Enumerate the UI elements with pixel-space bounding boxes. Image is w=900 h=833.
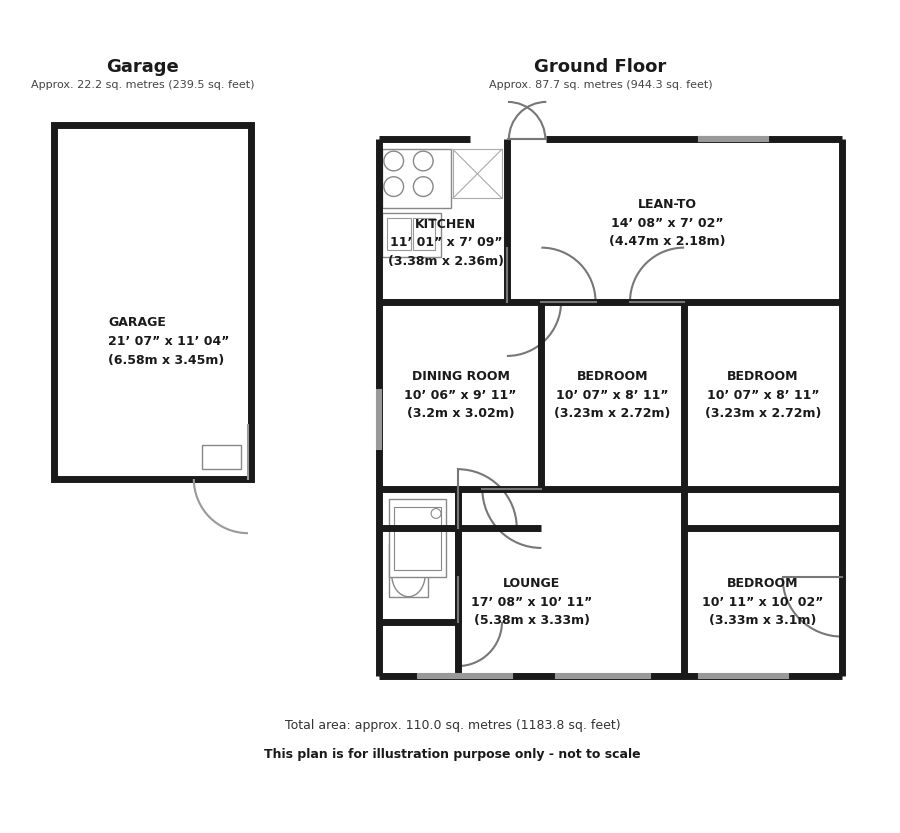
Bar <box>556 672 650 680</box>
Text: Approx. 87.7 sq. metres (944.3 sq. feet): Approx. 87.7 sq. metres (944.3 sq. feet) <box>489 80 712 90</box>
Bar <box>699 136 768 143</box>
Text: BEDROOM
10’ 11” x 10’ 02”
(3.33m x 3.1m): BEDROOM 10’ 11” x 10’ 02” (3.33m x 3.1m) <box>702 577 824 627</box>
Text: Garage: Garage <box>106 58 179 77</box>
Text: GARAGE
21’ 07” x 11’ 04”
(6.58m x 3.45m): GARAGE 21’ 07” x 11’ 04” (6.58m x 3.45m) <box>108 316 230 367</box>
Bar <box>387 218 411 250</box>
Bar <box>453 149 502 198</box>
Text: LOUNGE
17’ 08” x 10’ 11”
(5.38m x 3.33m): LOUNGE 17’ 08” x 10’ 11” (5.38m x 3.33m) <box>471 577 592 627</box>
Ellipse shape <box>392 552 425 596</box>
Bar <box>389 543 428 597</box>
Text: LEAN-TO
14’ 08” x 7’ 02”
(4.47m x 2.18m): LEAN-TO 14’ 08” x 7’ 02” (4.47m x 2.18m) <box>609 198 725 248</box>
Bar <box>54 125 251 479</box>
Bar <box>393 545 423 563</box>
Bar <box>202 445 241 469</box>
Bar <box>418 672 512 680</box>
Bar <box>393 506 441 570</box>
Bar <box>389 499 446 577</box>
Bar <box>699 136 760 143</box>
Text: DINING ROOM
10’ 06” x 9’ 11”
(3.2m x 3.02m): DINING ROOM 10’ 06” x 9’ 11” (3.2m x 3.0… <box>404 371 517 421</box>
Text: BEDROOM
10’ 07” x 8’ 11”
(3.23m x 2.72m): BEDROOM 10’ 07” x 8’ 11” (3.23m x 2.72m) <box>705 371 821 421</box>
Bar <box>382 213 441 257</box>
Text: This plan is for illustration purpose only - not to scale: This plan is for illustration purpose on… <box>265 748 641 761</box>
Bar <box>382 149 451 208</box>
Text: Approx. 22.2 sq. metres (239.5 sq. feet): Approx. 22.2 sq. metres (239.5 sq. feet) <box>31 80 255 90</box>
Text: Total area: approx. 110.0 sq. metres (1183.8 sq. feet): Total area: approx. 110.0 sq. metres (11… <box>285 719 621 731</box>
Text: Ground Floor: Ground Floor <box>535 58 667 77</box>
Bar <box>375 391 382 450</box>
Bar <box>413 218 435 250</box>
Text: BEDROOM
10’ 07” x 8’ 11”
(3.23m x 2.72m): BEDROOM 10’ 07” x 8’ 11” (3.23m x 2.72m) <box>554 371 670 421</box>
Text: KITCHEN
11’ 01” x 7’ 09”
(3.38m x 2.36m): KITCHEN 11’ 01” x 7’ 09” (3.38m x 2.36m) <box>388 217 504 267</box>
Bar <box>699 672 788 680</box>
